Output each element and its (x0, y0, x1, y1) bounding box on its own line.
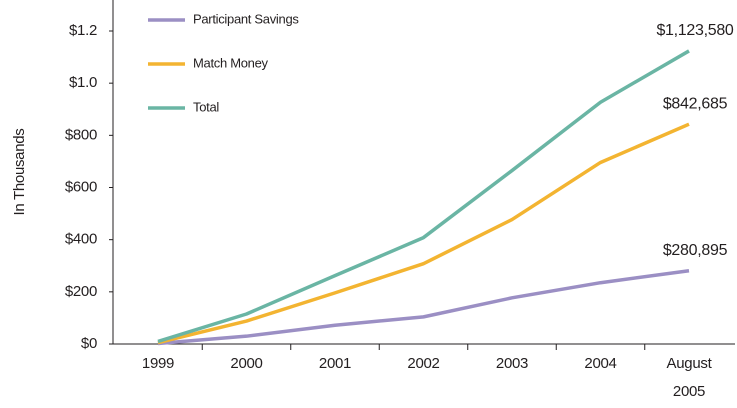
value-label: $280,895 (663, 242, 728, 259)
x-tick-label: 1999 (142, 355, 174, 372)
x-tick-label: August 2005 (667, 355, 713, 400)
value-label: $1,123,580 (656, 22, 733, 39)
line (157, 268, 690, 346)
y-tick-label: $0 (81, 335, 97, 352)
y-tick-label: $800 (65, 126, 97, 143)
y-tick-label: $1.2 (69, 22, 97, 39)
line (157, 122, 690, 345)
y-tick-label: $200 (65, 283, 97, 300)
x-tick-label: 2002 (407, 355, 439, 372)
x-tick-label: 2000 (230, 355, 262, 372)
legend-text: Participant Savings (193, 11, 299, 26)
legend-text: Total (193, 99, 219, 114)
y-tick-label: $400 (65, 231, 97, 248)
value-label: $842,685 (663, 95, 728, 112)
y-axis-label: In Thousands (11, 128, 28, 215)
y-tick-label: $600 (65, 178, 97, 195)
legend-text: Match Money (193, 55, 269, 70)
x-tick-label: 2003 (496, 355, 528, 372)
y-tick-label: $1.0 (69, 74, 97, 91)
x-tick-label: 2004 (584, 355, 616, 372)
line (157, 49, 690, 344)
x-tick-label: 2001 (319, 355, 351, 372)
